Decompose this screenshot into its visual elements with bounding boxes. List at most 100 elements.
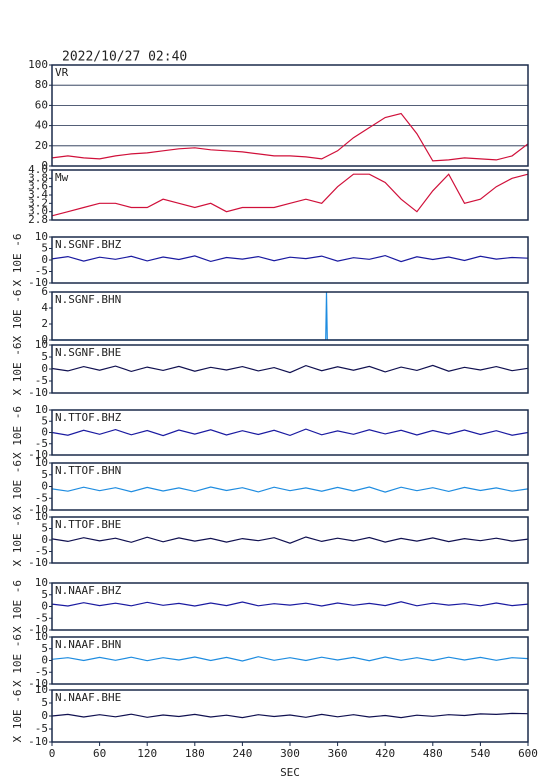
y-tick-label: 10 (35, 683, 48, 696)
y-tick-label: 10 (35, 630, 48, 643)
panel-frame (51, 344, 529, 394)
panel-label: N.TTOF.BHZ (55, 411, 122, 424)
panel-bg (52, 410, 528, 455)
y-tick-label: -5 (35, 545, 48, 558)
y-tick-label: -10 (28, 735, 48, 748)
x-axis-label: SEC (280, 766, 300, 779)
panel-frame (51, 462, 529, 511)
trace (51, 601, 529, 607)
y-tick-label: 80 (35, 78, 48, 91)
x-tick-label: 360 (328, 747, 348, 760)
y-tick-label: -5 (35, 374, 48, 387)
panel-bg (52, 292, 528, 340)
x-tick-label: 540 (470, 747, 490, 760)
y-tick-label: -5 (35, 437, 48, 450)
y-tick-label: 4 (41, 301, 48, 314)
y-tick-label: 3.0 (28, 205, 48, 218)
y-tick-label: 4.0 (28, 163, 48, 176)
y-axis-label: X 10E -6 (11, 460, 24, 513)
y-tick-label: 60 (35, 98, 48, 111)
trace (51, 656, 529, 662)
y-tick-label: 5 (41, 642, 48, 655)
panel-label: N.TTOF.BHN (55, 464, 121, 477)
y-axis-label: X 10E -6 (11, 690, 24, 743)
y-tick-label: 3.8 (28, 171, 48, 184)
y-tick-label: -10 (28, 276, 48, 289)
y-tick-label: 2.8 (28, 213, 48, 226)
x-tick-label: 120 (137, 747, 157, 760)
y-tick-label: 0 (41, 159, 48, 172)
y-tick-label: -5 (35, 722, 48, 735)
panel-label: N.TTOF.BHE (55, 518, 121, 531)
panel-frame (51, 291, 529, 341)
y-tick-label: -10 (28, 386, 48, 399)
panel-bg (52, 463, 528, 510)
y-tick-label: 0 (41, 533, 48, 546)
y-tick-label: 0 (41, 480, 48, 493)
y-tick-label: 0 (41, 253, 48, 266)
y-tick-label: -10 (28, 623, 48, 636)
panel-label: N.NAAF.BHZ (55, 584, 122, 597)
panel-label: N.NAAF.BHN (55, 638, 121, 651)
y-tick-label: 10 (35, 576, 48, 589)
y-tick-label: -10 (28, 677, 48, 690)
y-tick-label: -5 (35, 265, 48, 278)
y-tick-label: 10 (35, 403, 48, 416)
x-tick-label: 240 (232, 747, 252, 760)
y-tick-label: 10 (35, 230, 48, 243)
y-axis-label: X 10E -6 (11, 406, 24, 459)
y-tick-label: 0 (41, 654, 48, 667)
y-axis-label: X 10E -6 (11, 234, 24, 287)
x-tick-label: 480 (423, 747, 443, 760)
y-tick-label: 5 (41, 350, 48, 363)
trace (51, 536, 529, 544)
y-tick-label: 10 (35, 338, 48, 351)
y-tick-label: 0 (41, 333, 48, 346)
y-tick-label: 5 (41, 242, 48, 255)
y-tick-label: 10 (35, 510, 48, 523)
panel-bg (52, 583, 528, 630)
chart-title: 2022/10/27 02:40 (62, 50, 187, 65)
y-tick-label: -10 (28, 503, 48, 516)
trace (51, 486, 529, 493)
y-tick-label: -5 (35, 665, 48, 678)
trace (51, 364, 529, 374)
panel-frame (51, 636, 529, 685)
x-tick-label: 300 (280, 747, 300, 760)
y-tick-label: 3.6 (28, 180, 48, 193)
panel-label: VR (55, 66, 69, 79)
y-tick-label: 5 (41, 414, 48, 427)
panel-bg (52, 517, 528, 563)
y-tick-label: 2 (41, 317, 48, 330)
panel-label: N.NAAF.BHE (55, 691, 121, 704)
y-tick-label: 40 (35, 119, 48, 132)
y-tick-label: 5 (41, 588, 48, 601)
panel-label: N.SGNF.BHZ (55, 238, 122, 251)
y-tick-label: 20 (35, 139, 48, 152)
trace (51, 712, 529, 719)
y-axis-label: X 10E -6 (11, 634, 24, 687)
trace (51, 254, 529, 263)
panel-bg (52, 637, 528, 684)
y-tick-label: 5 (41, 522, 48, 535)
y-axis-label: X 10E -6 (11, 290, 24, 343)
panel-bg (52, 690, 528, 742)
y-axis-label: X 10E -6 (11, 580, 24, 633)
panel-label: Mw (55, 171, 69, 184)
y-tick-label: 3.4 (28, 188, 48, 201)
y-axis-label: X 10E -6 (11, 514, 24, 567)
y-tick-label: -10 (28, 448, 48, 461)
y-tick-label: 0 (41, 709, 48, 722)
panel-label: N.SGNF.BHN (55, 293, 121, 306)
panel-label: N.SGNF.BHE (55, 346, 121, 359)
panel-bg (52, 345, 528, 393)
y-tick-label: 3.2 (28, 196, 48, 209)
y-tick-label: -5 (35, 491, 48, 504)
x-tick-label: 60 (93, 747, 106, 760)
x-tick-label: 0 (49, 747, 56, 760)
y-tick-label: 0 (41, 426, 48, 439)
trace (51, 428, 529, 437)
y-tick-label: 5 (41, 468, 48, 481)
panel-bg (52, 170, 528, 220)
